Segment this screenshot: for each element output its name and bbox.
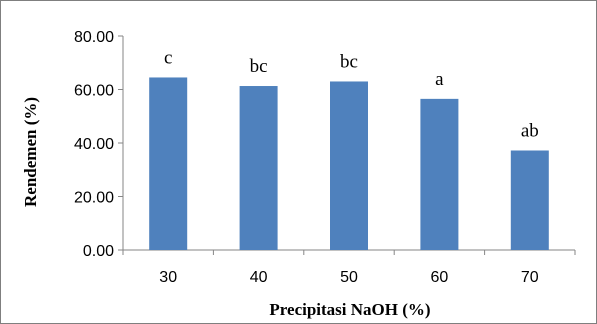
x-tick-label: 30 <box>159 269 177 286</box>
bar <box>420 98 459 250</box>
x-tick-label: 70 <box>521 269 539 286</box>
bar <box>239 86 278 251</box>
x-axis-ticks: 30 40 50 60 70 <box>122 250 576 286</box>
data-labels: c bc bc a ab <box>164 47 539 141</box>
y-tick-label: 80.00 <box>74 29 114 46</box>
y-axis-ticks: 0.00 20.00 40.00 60.00 80.00 <box>74 29 123 260</box>
bars <box>149 77 549 251</box>
y-tick-label: 60.00 <box>74 83 114 100</box>
bar <box>149 77 188 251</box>
bar <box>510 150 549 250</box>
y-axis-title: Rendemen (%) <box>21 97 40 207</box>
y-tick-label: 40.00 <box>74 136 114 153</box>
x-axis-title: Precipitasi NaOH (%) <box>269 300 430 319</box>
bar-data-label: ab <box>521 120 539 141</box>
bar <box>330 81 368 250</box>
x-tick-label: 60 <box>431 269 449 286</box>
bar-data-label: c <box>164 47 172 68</box>
y-tick-label: 0.00 <box>83 243 114 260</box>
bar-data-label: bc <box>340 51 358 72</box>
y-tick-label: 20.00 <box>74 190 114 207</box>
x-tick-label: 50 <box>340 269 358 286</box>
bar-data-label: a <box>435 69 444 90</box>
x-tick-label: 40 <box>250 269 268 286</box>
bar-data-label: bc <box>250 56 268 77</box>
